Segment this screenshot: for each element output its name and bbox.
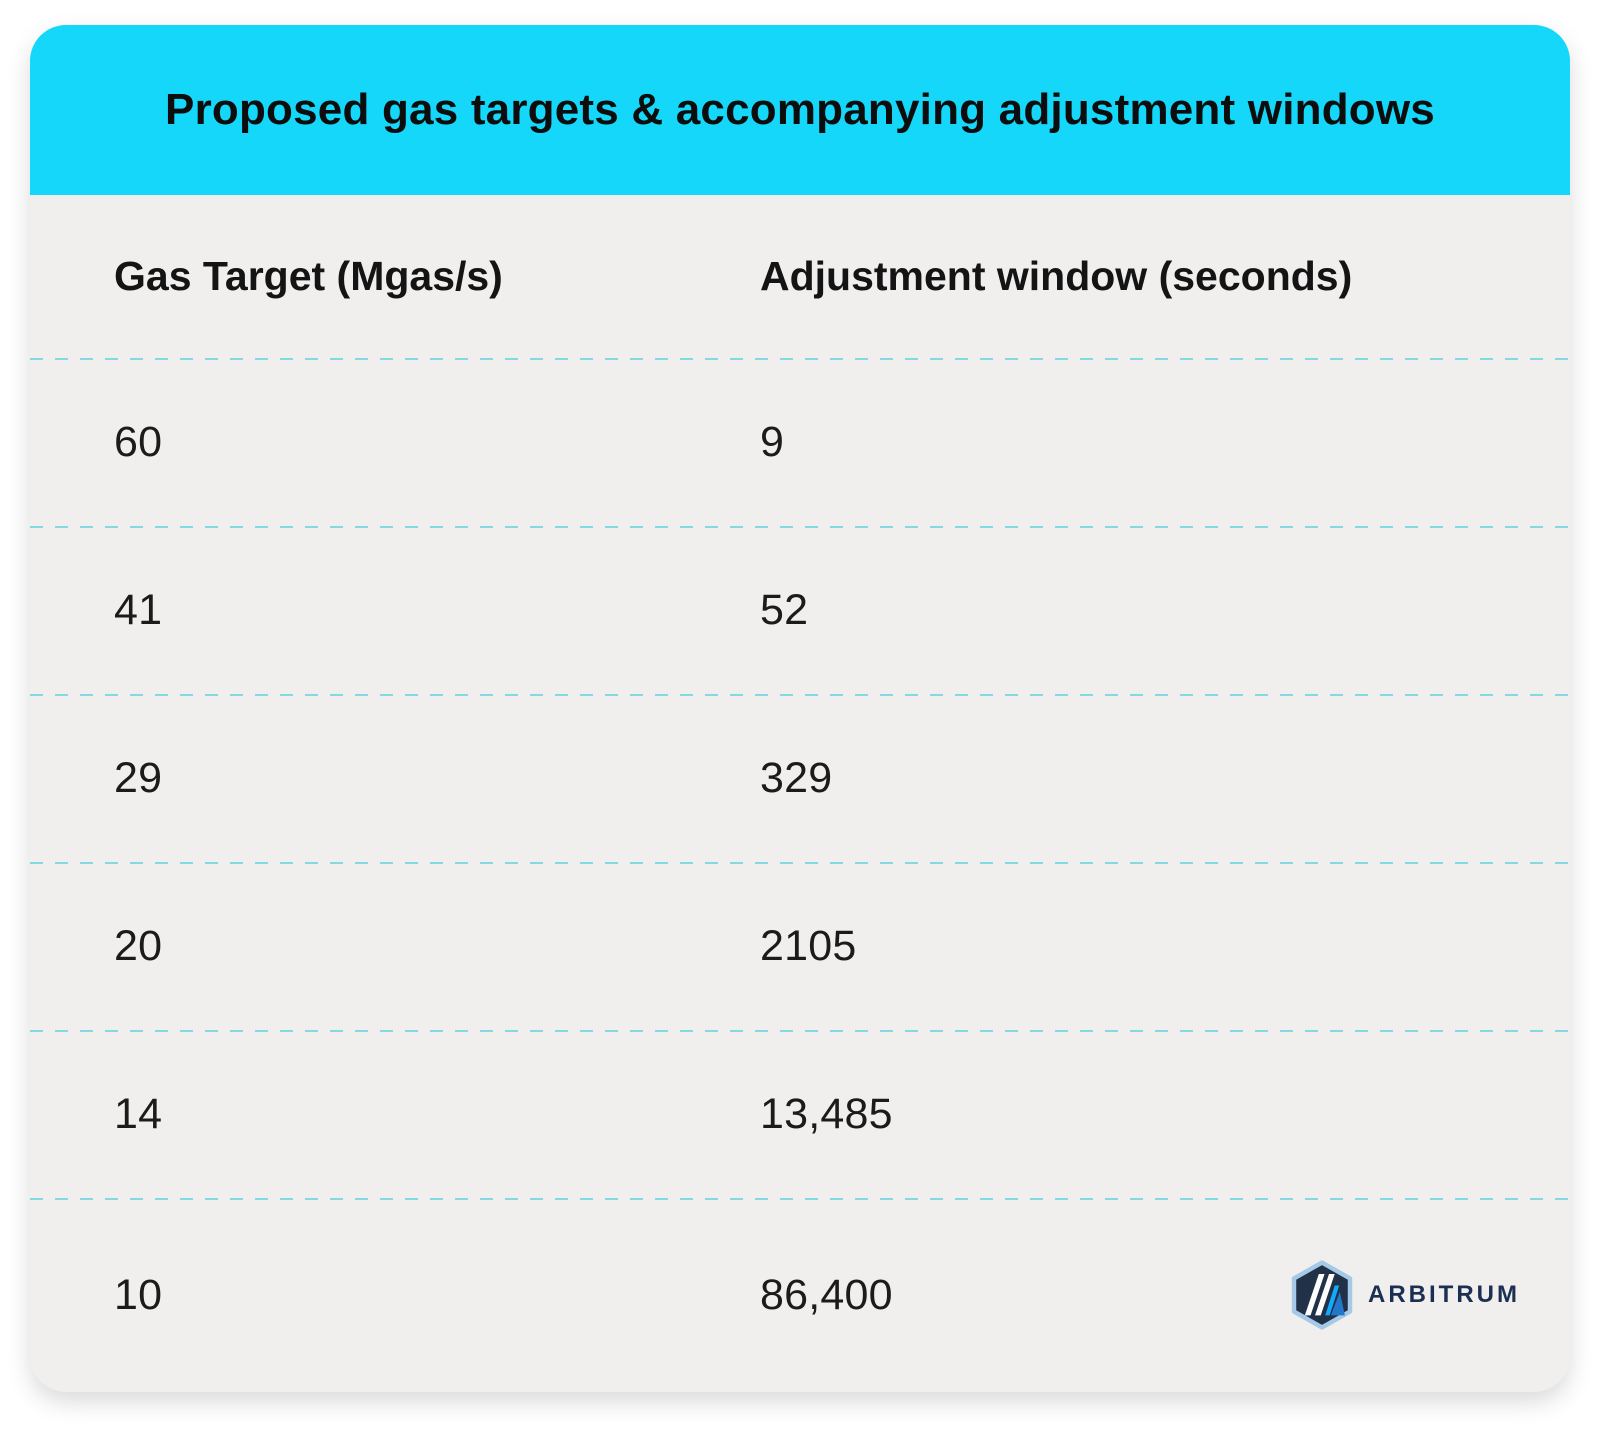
gas-targets-card: Proposed gas targets & accompanying adju… xyxy=(30,25,1570,1392)
table-row: 14 13,485 xyxy=(30,1030,1570,1198)
table-row: 41 52 xyxy=(30,526,1570,694)
gas-target-value: 60 xyxy=(114,417,163,466)
gas-target-value: 29 xyxy=(114,753,163,802)
adjustment-window-value: 52 xyxy=(760,585,809,634)
gas-target-value: 14 xyxy=(114,1089,163,1138)
adjustment-window-value: 2105 xyxy=(760,921,857,970)
column-header-gas-target: Gas Target (Mgas/s) xyxy=(114,253,503,299)
arbitrum-wordmark: ARBITRUM xyxy=(1368,1281,1520,1308)
table-row: 10 86,400 ARBITRUM xyxy=(30,1198,1570,1392)
table-row: 60 9 xyxy=(30,358,1570,526)
adjustment-window-value: 13,485 xyxy=(760,1089,893,1138)
adjustment-window-value: 9 xyxy=(760,417,785,466)
page-title: Proposed gas targets & accompanying adju… xyxy=(165,85,1435,134)
table-row: 20 2105 xyxy=(30,862,1570,1030)
gas-target-value: 20 xyxy=(114,921,163,970)
arbitrum-logo-icon xyxy=(1291,1260,1353,1330)
adjustment-window-value: 329 xyxy=(760,753,833,802)
gas-target-value: 41 xyxy=(114,585,163,634)
table-header-row: Gas Target (Mgas/s) Adjustment window (s… xyxy=(30,195,1570,358)
arbitrum-logo: ARBITRUM xyxy=(1290,1260,1520,1330)
card-header: Proposed gas targets & accompanying adju… xyxy=(30,25,1570,195)
gas-target-value: 10 xyxy=(114,1270,163,1319)
adjustment-window-value: 86,400 xyxy=(760,1270,893,1319)
table-row: 29 329 xyxy=(30,694,1570,862)
column-header-adjustment-window: Adjustment window (seconds) xyxy=(760,253,1353,299)
